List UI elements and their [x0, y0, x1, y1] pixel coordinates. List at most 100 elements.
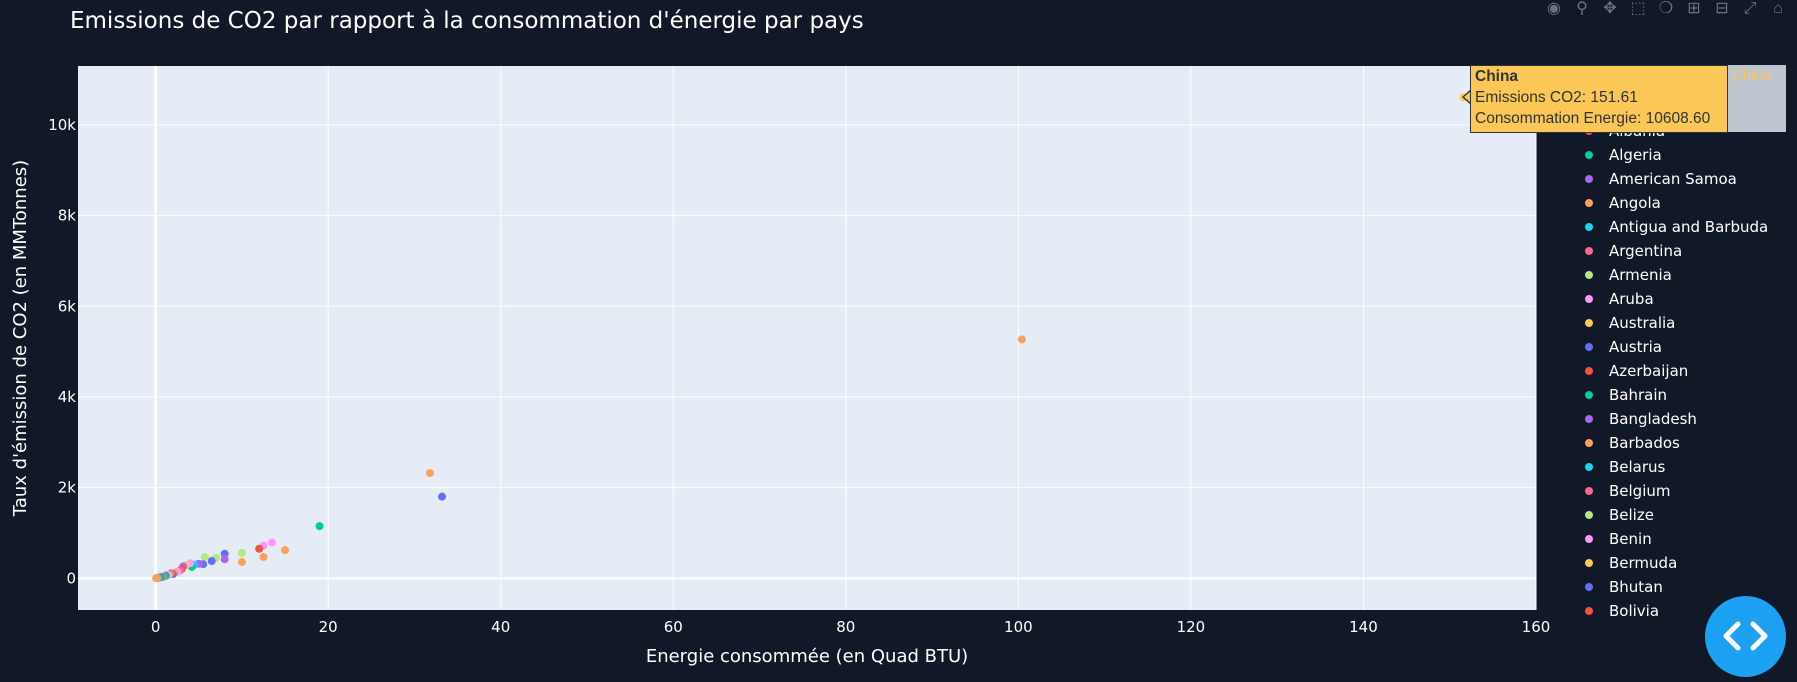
zoom-in-icon[interactable]: ⊞	[1687, 0, 1701, 17]
tooltip-trace-label: China	[1728, 65, 1786, 132]
legend-item[interactable]: Barbados	[1580, 432, 1680, 454]
legend-item[interactable]: Australia	[1580, 312, 1675, 334]
tooltip-arrow-fill	[1464, 90, 1472, 104]
legend-item[interactable]: Bermuda	[1580, 552, 1677, 574]
legend-item[interactable]: Algeria	[1580, 144, 1662, 166]
legend-marker	[1585, 271, 1593, 279]
legend-label: Bhutan	[1609, 578, 1663, 596]
legend-label: American Samoa	[1609, 170, 1737, 188]
camera-icon[interactable]: ◉	[1547, 0, 1561, 17]
legend-item[interactable]: Austria	[1580, 336, 1662, 358]
legend-item[interactable]: Angola	[1580, 192, 1661, 214]
y-tick-label: 10k	[48, 116, 76, 134]
legend-marker	[1585, 487, 1593, 495]
data-point[interactable]	[438, 492, 447, 501]
legend-item[interactable]: Bolivia	[1580, 600, 1659, 622]
pan-icon[interactable]: ✥	[1603, 0, 1617, 17]
legend-marker	[1585, 583, 1593, 591]
legend-label: Austria	[1609, 338, 1662, 356]
box-select-icon[interactable]: ⬚	[1630, 0, 1646, 17]
y-tick-label: 6k	[58, 297, 77, 315]
legend-marker	[1585, 439, 1593, 447]
legend-item[interactable]: Antigua and Barbuda	[1580, 216, 1768, 238]
legend-item[interactable]: Bangladesh	[1580, 408, 1697, 430]
legend-item[interactable]: Argentina	[1580, 240, 1682, 262]
legend-marker	[1585, 463, 1593, 471]
legend-label: Belarus	[1609, 458, 1666, 476]
y-tick-label: 4k	[58, 388, 77, 406]
legend-label: Belgium	[1609, 482, 1671, 500]
x-tick-label: 100	[1004, 618, 1033, 636]
x-tick-label: 60	[664, 618, 683, 636]
x-tick-label: 140	[1349, 618, 1378, 636]
tick-labels: 0 20 40 60 80 100 120 140 160 0 2k 4k 6k 8k 10k	[48, 116, 1550, 636]
data-point[interactable]	[207, 557, 216, 566]
x-tick-label: 80	[836, 618, 855, 636]
legend-item[interactable]: Belarus	[1580, 456, 1665, 478]
legend-label: Algeria	[1609, 146, 1662, 164]
tooltip-emissions: Emissions CO2: 151.61	[1475, 89, 1638, 106]
tooltip-energy: Consommation Energie: 10608.60	[1475, 110, 1711, 127]
reset-axes-icon[interactable]: ⌂	[1773, 0, 1783, 17]
zoom-icon[interactable]: ⚲	[1576, 0, 1588, 17]
tooltip-title: China	[1475, 68, 1519, 85]
data-point[interactable]	[281, 546, 290, 555]
legend-marker	[1585, 343, 1593, 351]
legend-marker	[1585, 247, 1593, 255]
legend-marker	[1585, 199, 1593, 207]
x-tick-label: 0	[151, 618, 161, 636]
data-point[interactable]	[237, 548, 246, 557]
legend-item[interactable]: Bhutan	[1580, 576, 1663, 598]
legend-label: Belize	[1609, 506, 1654, 524]
legend-item[interactable]: Aruba	[1580, 288, 1654, 310]
y-tick-label: 0	[66, 569, 76, 587]
plot-area[interactable]	[78, 66, 1536, 610]
legend-item[interactable]: Belize	[1580, 504, 1654, 526]
legend-label: Bangladesh	[1609, 410, 1697, 428]
modebar: ◉ ⚲ ✥ ⬚ ❍ ⊞ ⊟ ⤢ ⌂	[1543, 0, 1789, 18]
autoscale-icon[interactable]: ⤢	[1743, 0, 1757, 17]
legend-item[interactable]: Armenia	[1580, 264, 1672, 286]
legend-label: Azerbaijan	[1609, 362, 1689, 380]
data-point[interactable]	[220, 555, 229, 564]
x-axis-title: Energie consommée (en Quad BTU)	[646, 646, 968, 667]
legend-item[interactable]: American Samoa	[1580, 168, 1737, 190]
legend-item[interactable]: Benin	[1580, 528, 1652, 550]
legend-label: Benin	[1609, 530, 1652, 548]
legend-marker	[1585, 535, 1593, 543]
legend-label: Barbados	[1609, 434, 1680, 452]
legend-marker	[1585, 223, 1593, 231]
data-point[interactable]	[315, 522, 324, 531]
legend-label: Angola	[1609, 194, 1661, 212]
legend-item[interactable]: Azerbaijan	[1580, 360, 1688, 382]
legend-marker	[1585, 295, 1593, 303]
legend-label: Bolivia	[1609, 602, 1660, 620]
zoom-out-icon[interactable]: ⊟	[1715, 0, 1729, 17]
legend-label: Antigua and Barbuda	[1609, 218, 1769, 236]
data-point[interactable]	[425, 469, 434, 478]
legend-item[interactable]: Bahrain	[1580, 384, 1667, 406]
data-point[interactable]	[255, 544, 264, 553]
hover-tooltip: China Emissions CO2: 151.61 Consommation…	[1470, 65, 1728, 133]
y-axis-title: Taux d'émission de CO2 (en MMTonnes)	[10, 160, 31, 517]
code-toggle-button[interactable]	[1705, 596, 1786, 677]
data-point[interactable]	[200, 552, 209, 561]
x-tick-label: 160	[1522, 618, 1551, 636]
legend-marker	[1585, 319, 1593, 327]
legend-label: Bahrain	[1609, 386, 1668, 404]
data-point[interactable]	[237, 557, 246, 566]
legend-marker	[1585, 415, 1593, 423]
legend-marker	[1585, 175, 1593, 183]
data-point[interactable]	[1017, 335, 1026, 344]
legend-item[interactable]: Belgium	[1580, 480, 1671, 502]
data-point[interactable]	[259, 552, 268, 561]
data-point[interactable]	[152, 574, 161, 583]
chart-title: Emissions de CO2 par rapport à la consom…	[70, 8, 864, 34]
legend-label: Bermuda	[1609, 554, 1678, 572]
y-tick-label: 2k	[58, 479, 77, 497]
legend-marker	[1585, 511, 1593, 519]
lasso-select-icon[interactable]: ❍	[1658, 0, 1674, 17]
data-points[interactable]	[152, 93, 1468, 583]
code-icon	[1723, 621, 1768, 651]
data-point[interactable]	[268, 538, 277, 547]
